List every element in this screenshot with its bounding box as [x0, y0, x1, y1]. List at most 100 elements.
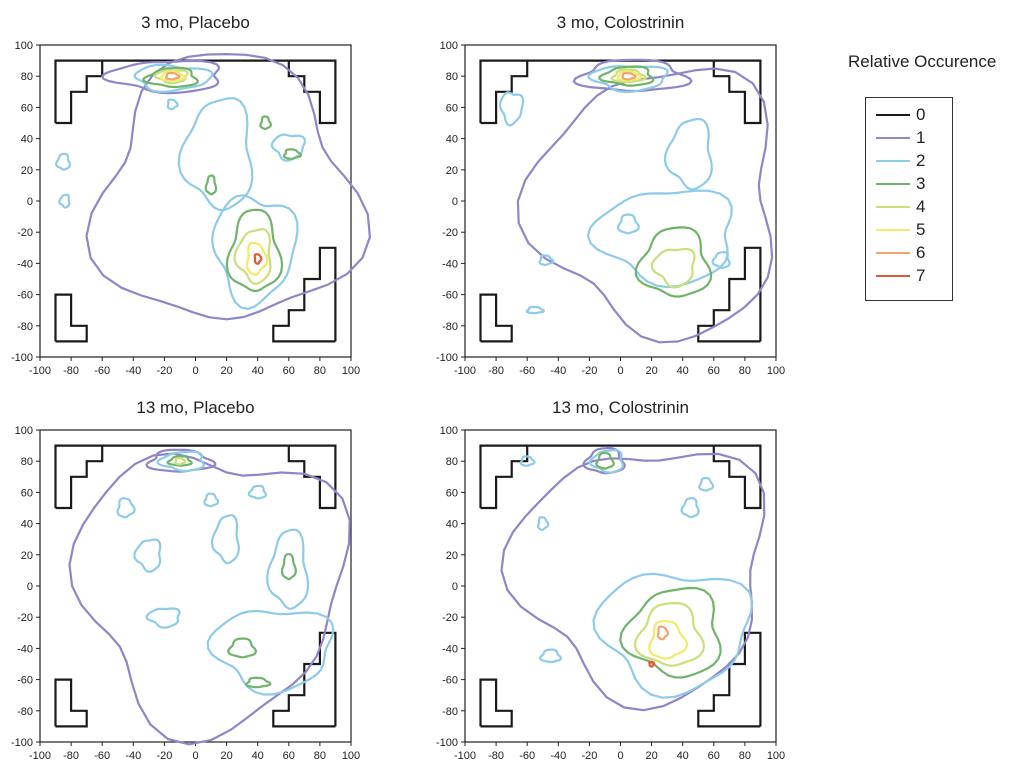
contour-level-3 — [259, 115, 272, 131]
y-tick-label: 20 — [446, 165, 458, 177]
legend-swatch-5 — [876, 229, 910, 231]
contour-level-2 — [616, 213, 640, 235]
arena-wall-1 — [287, 59, 337, 125]
arena-wall-0 — [54, 444, 104, 510]
y-tick-label: -40 — [17, 258, 33, 270]
y-tick-label: 100 — [440, 40, 458, 52]
x-tick-label: 40 — [677, 365, 689, 377]
contour-level-3 — [204, 174, 218, 196]
y-tick-label: 60 — [21, 487, 33, 499]
contour-panel-1: 3 mo, Placebo 100 80 60 40 20 0 -20 -40 -60 -80 -10… — [0, 0, 390, 380]
x-tick-label: -80 — [63, 750, 79, 762]
contour-level-2 — [211, 194, 299, 310]
contour-level-2 — [116, 497, 136, 519]
contour-level-2 — [698, 477, 715, 492]
arena-wall-3 — [697, 246, 762, 343]
x-tick-label: -100 — [29, 365, 51, 377]
x-tick-label: 0 — [192, 750, 198, 762]
contour-level-3 — [634, 226, 713, 298]
contour-level-2 — [203, 492, 220, 508]
y-tick-label: -60 — [442, 675, 458, 687]
y-tick-label: 80 — [446, 71, 458, 83]
arena-wall-3 — [272, 246, 337, 343]
x-tick-label: 20 — [220, 365, 232, 377]
contour-level-3 — [598, 65, 655, 87]
x-tick-label: -20 — [156, 750, 172, 762]
legend-item-6: 6 — [876, 242, 946, 264]
contour-level-2 — [133, 538, 162, 573]
contour-level-3 — [227, 637, 257, 659]
contour-level-2 — [519, 455, 536, 467]
panel-title: 3 mo, Placebo — [141, 13, 250, 32]
contour-level-5 — [616, 70, 643, 82]
contour-level-2 — [539, 648, 562, 664]
contour-level-4 — [174, 456, 187, 466]
panel-title: 13 mo, Placebo — [136, 398, 254, 417]
legend-swatch-1 — [876, 137, 910, 139]
contour-level-2 — [58, 193, 71, 209]
contour-level-1 — [516, 67, 774, 344]
x-tick-label: 60 — [708, 750, 720, 762]
y-tick-label: 20 — [446, 550, 458, 562]
legend-label-5: 5 — [916, 220, 926, 239]
x-tick-label: -80 — [63, 365, 79, 377]
plot-frame — [39, 429, 352, 743]
y-tick-label: 0 — [27, 196, 33, 208]
legend-label-4: 4 — [916, 197, 926, 216]
legend-swatch-2 — [876, 160, 910, 162]
contour-level-5 — [159, 70, 186, 82]
legend-item-4: 4 — [876, 196, 946, 218]
panel-title: 3 mo, Colostrinin — [557, 13, 685, 32]
arena-wall-2 — [479, 293, 513, 343]
contour-level-2 — [210, 514, 240, 565]
x-tick-label: 20 — [645, 365, 657, 377]
y-tick-label: 40 — [21, 134, 33, 146]
contour-level-3 — [619, 586, 722, 679]
contour-level-7 — [648, 660, 656, 668]
arena-wall-1 — [287, 444, 337, 510]
y-tick-label: -40 — [442, 643, 458, 655]
y-tick-label: -20 — [17, 227, 33, 239]
legend-item-0: 0 — [876, 104, 946, 126]
contour-level-1 — [68, 452, 351, 746]
y-tick-label: 80 — [21, 71, 33, 83]
contour-level-2 — [247, 484, 267, 500]
contour-level-6 — [657, 625, 669, 641]
x-tick-label: 40 — [252, 365, 264, 377]
contour-level-2 — [538, 254, 555, 266]
y-tick-label: -60 — [17, 675, 33, 687]
contour-level-2 — [166, 98, 179, 111]
contour-panel-4-svg: 13 mo, Colostrinin 100 80 60 40 20 0 -20 -40 -60 -… — [436, 398, 785, 762]
contour-panel-1-svg: 3 mo, Placebo 100 80 60 40 20 0 -20 -40 -60 -80 -10… — [11, 13, 371, 377]
arena-wall-2 — [479, 678, 513, 728]
contour-level-2 — [711, 251, 731, 269]
y-tick-label: 20 — [21, 550, 33, 562]
contour-level-4 — [633, 602, 706, 667]
y-tick-label: 60 — [21, 102, 33, 114]
y-tick-label: 100 — [440, 425, 458, 437]
arena-wall-2 — [54, 678, 88, 728]
contour-level-2 — [177, 97, 254, 212]
contour-level-4 — [650, 247, 696, 289]
x-tick-label: -40 — [125, 750, 141, 762]
arena-wall-0 — [479, 59, 529, 125]
x-tick-label: -60 — [519, 365, 535, 377]
y-tick-label: -20 — [442, 227, 458, 239]
contour-level-2 — [145, 607, 181, 629]
contour-level-5 — [648, 620, 688, 660]
y-tick-label: -100 — [11, 737, 33, 749]
y-tick-label: -20 — [17, 612, 33, 624]
x-tick-label: -60 — [94, 365, 110, 377]
x-tick-label: 100 — [767, 365, 785, 377]
y-tick-label: -60 — [17, 290, 33, 302]
contour-level-3 — [245, 676, 272, 689]
contour-level-3 — [280, 553, 297, 581]
contour-level-2 — [525, 305, 545, 315]
contour-level-2 — [537, 516, 550, 531]
x-tick-label: -60 — [94, 750, 110, 762]
y-tick-label: -100 — [436, 737, 458, 749]
y-tick-label: 0 — [452, 196, 458, 208]
contour-level-2 — [592, 572, 754, 699]
y-tick-label: -80 — [442, 321, 458, 333]
legend-swatch-3 — [876, 183, 910, 185]
